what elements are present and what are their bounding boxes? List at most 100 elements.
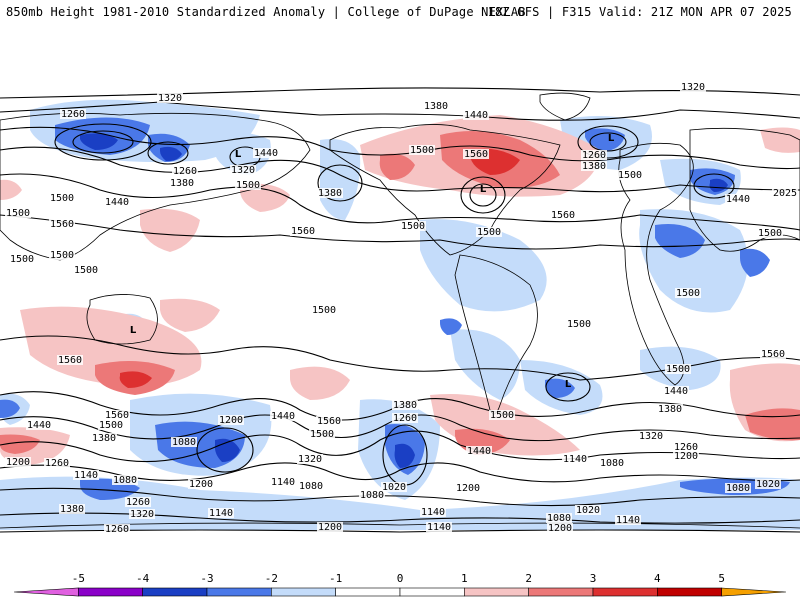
pos2-area (379, 153, 415, 180)
pos1-area (760, 127, 800, 153)
contour-label: 1440 (726, 194, 750, 205)
contour-label: 1500 (401, 221, 425, 232)
contour-label: 1500 (567, 319, 591, 330)
contour-label-bg (400, 221, 426, 231)
contour-label: 1140 (427, 522, 451, 533)
contour-label: 1500 (666, 364, 690, 375)
contour-label-bg (772, 188, 798, 198)
contour-label-bg (125, 497, 151, 507)
pos1-area (140, 208, 200, 252)
contour-label: 1440 (464, 110, 488, 121)
contour-label-bg (59, 504, 85, 514)
contour-label-bg (317, 188, 343, 198)
colorbar-segment-pos5 (721, 587, 787, 597)
colorbar-segment-zero-high (399, 587, 465, 597)
contour-label: 1440 (254, 148, 278, 159)
contour-label: 1440 (664, 386, 688, 397)
contour-label-bg (466, 446, 492, 456)
neg2-area (655, 224, 705, 258)
contour-label-bg (290, 226, 316, 236)
contour-label-bg (663, 386, 689, 396)
contour-label: 1560 (464, 149, 488, 160)
contour-label-bg (547, 523, 573, 533)
contour-line (0, 214, 800, 250)
closed-low-contour (577, 125, 639, 159)
contour-label-bg (581, 150, 607, 160)
contour-label-bg (230, 165, 256, 175)
contour-label: 1380 (60, 504, 84, 515)
contour-label: 1500 (6, 208, 30, 219)
greenland-outline (539, 92, 591, 121)
contour-line (0, 462, 800, 483)
neg2-area (440, 318, 462, 335)
contour-label-bg (172, 166, 198, 176)
contour-label: 1380 (318, 188, 342, 199)
contour-label: 1200 (674, 451, 698, 462)
contour-label: 1260 (674, 442, 698, 453)
contour-label: 1500 (50, 250, 74, 261)
contour-label: 1560 (58, 355, 82, 366)
contour-label-bg (104, 410, 130, 420)
closed-low-contour (545, 372, 591, 402)
neg3-area (80, 133, 118, 150)
colorbar-tick-labels: -5 -4 -3 -2 -1 0 1 2 3 4 5 (72, 572, 725, 585)
contour-label: 1320 (681, 82, 705, 93)
contour-label: 1260 (45, 458, 69, 469)
contour-label-bg (98, 420, 124, 430)
contour-label-bg (104, 197, 130, 207)
contour-label-bg (673, 442, 699, 452)
colorbar-tick-label: 1 (461, 572, 468, 585)
contour-label: 1440 (27, 420, 51, 431)
contour-label: 1560 (50, 219, 74, 230)
low-center-marker: L (608, 133, 615, 144)
australia-outline (86, 294, 158, 345)
pos1-area (0, 179, 22, 200)
contour-label: 1500 (312, 305, 336, 316)
colorbar-tick-label: -2 (265, 572, 278, 585)
contour-label-bg (725, 483, 751, 493)
closed-low-contour (469, 183, 497, 207)
closed-low-contour (72, 130, 134, 154)
contour-label-bg (218, 415, 244, 425)
contour-label-bg (423, 101, 449, 111)
contour-label-bg (73, 470, 99, 480)
contour-label: 1500 (310, 429, 334, 440)
contour-label: 1500 (477, 227, 501, 238)
contour-label: 1080 (600, 458, 624, 469)
contour-label-bg (476, 227, 502, 237)
contour-label-bg (657, 404, 683, 414)
contour-label-bg (309, 429, 335, 439)
contour-line (0, 146, 800, 193)
contour-label: 1440 (105, 197, 129, 208)
contour-label: 1500 (99, 420, 123, 431)
europe-africa-outline (618, 142, 694, 386)
colorbar-segment-pos4 (657, 587, 722, 597)
contour-label-bg (49, 219, 75, 229)
colorbar-tick-label: -4 (136, 572, 150, 585)
contour-line (0, 430, 800, 463)
contour-label-bg (665, 364, 691, 374)
contour-label: 1140 (74, 470, 98, 481)
contour-label-bg (5, 208, 31, 218)
low-center-marker: L (565, 379, 572, 390)
closed-low-contour (54, 123, 152, 161)
contour-label-bg (725, 194, 751, 204)
contour-label-bg (44, 458, 70, 468)
contour-label: 1020 (382, 482, 406, 493)
contour-label-bg (91, 433, 117, 443)
contour-label-bg (235, 180, 261, 190)
closed-low-contour (317, 164, 363, 202)
colorbar-segment-neg1 (271, 587, 336, 597)
colorbar-segment-pos1 (464, 587, 529, 597)
contour-label-bg (208, 508, 234, 518)
contour-label-bg (755, 479, 781, 489)
contour-label: 1200 (318, 522, 342, 533)
contour-label-bg (392, 400, 418, 410)
contour-label: 1080 (547, 513, 571, 524)
contour-label-bg (112, 475, 138, 485)
contour-label: 1140 (563, 454, 587, 465)
contour-label-bg (297, 454, 323, 464)
contour-label: 1500 (758, 228, 782, 239)
